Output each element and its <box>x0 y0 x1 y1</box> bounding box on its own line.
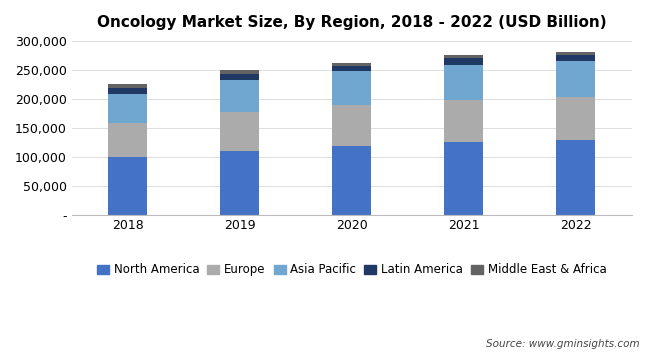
Bar <box>220 70 259 74</box>
Bar <box>108 84 148 88</box>
Title: Oncology Market Size, By Region, 2018 - 2022 (USD Billion): Oncology Market Size, By Region, 2018 - … <box>97 15 607 30</box>
Text: Source: www.gminsights.com: Source: www.gminsights.com <box>486 340 640 349</box>
Bar <box>444 142 483 215</box>
Bar <box>556 140 596 215</box>
Bar <box>108 88 148 94</box>
Bar <box>108 94 148 123</box>
Bar <box>332 71 372 104</box>
Legend: North America, Europe, Asia Pacific, Latin America, Middle East & Africa: North America, Europe, Asia Pacific, Lat… <box>92 259 611 281</box>
Bar <box>332 146 372 215</box>
Bar <box>556 52 596 55</box>
Bar <box>444 55 483 58</box>
Bar <box>220 74 259 80</box>
Bar <box>220 151 259 215</box>
Bar <box>220 112 259 151</box>
Bar <box>444 58 483 65</box>
Bar <box>556 55 596 61</box>
Bar <box>332 64 372 66</box>
Bar <box>108 123 148 157</box>
Bar <box>332 66 372 71</box>
Bar <box>220 80 259 112</box>
Bar <box>444 65 483 100</box>
Bar <box>332 104 372 146</box>
Bar <box>108 157 148 215</box>
Bar <box>556 61 596 97</box>
Bar <box>556 97 596 140</box>
Bar <box>444 100 483 142</box>
